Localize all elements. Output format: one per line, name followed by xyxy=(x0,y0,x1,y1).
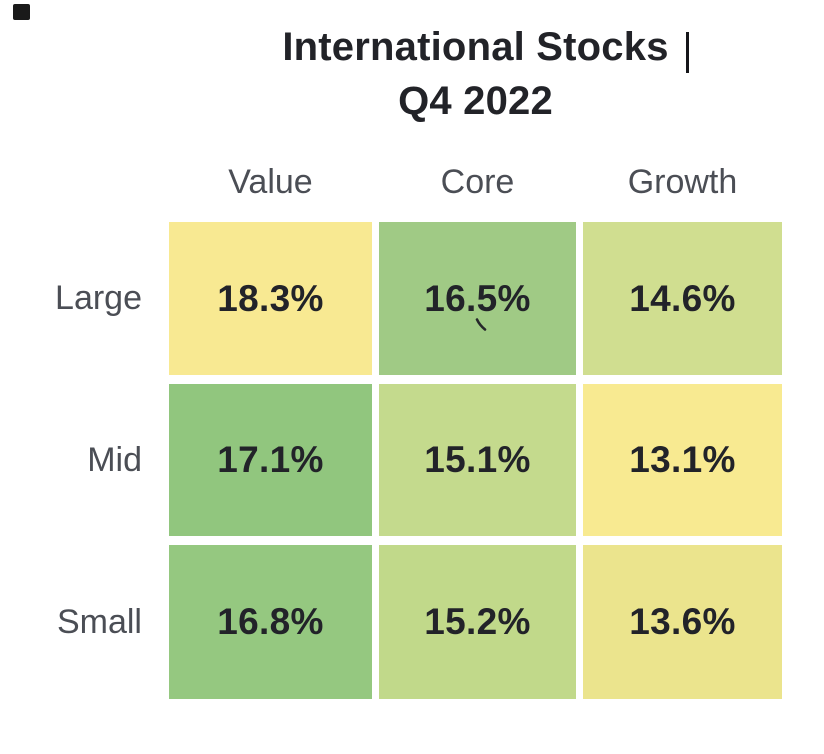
chart-title-line1[interactable]: International Stocks xyxy=(282,25,669,69)
heatmap-cell-small-growth: 13.6% xyxy=(583,545,782,699)
heatmap-grid: 18.3% 16.5% 14.6% 17.1% 15.1% 13.1% 16.8… xyxy=(169,222,782,699)
black-square-marker xyxy=(13,4,30,20)
heatmap-cell-small-core: 15.2% xyxy=(379,545,576,699)
row-label-mid: Mid xyxy=(87,440,142,479)
heatmap-cell-mid-core: 15.1% xyxy=(379,384,576,536)
chart-title[interactable]: International Stocks Q4 2022 xyxy=(169,20,782,128)
row-label-large: Large xyxy=(55,279,142,317)
column-header-value: Value xyxy=(228,162,313,201)
heatmap-cell-mid-growth: 13.1% xyxy=(583,384,782,536)
column-header-growth: Growth xyxy=(627,162,738,201)
text-caret-icon xyxy=(686,32,689,73)
mouse-cursor-artifact-icon xyxy=(475,318,487,331)
heatmap-cell-mid-value: 17.1% xyxy=(169,384,372,536)
row-label-small: Small xyxy=(56,602,142,641)
heatmap-cell-small-value: 16.8% xyxy=(169,545,372,699)
column-headers: Value Core Growth xyxy=(169,160,782,204)
column-header-core: Core xyxy=(440,162,515,201)
heatmap-cell-large-core: 16.5% xyxy=(379,222,576,375)
heatmap-cell-large-value: 18.3% xyxy=(169,222,372,375)
chart-title-line2[interactable]: Q4 2022 xyxy=(398,79,553,123)
heatmap-cell-large-growth: 14.6% xyxy=(583,222,782,375)
row-labels: Large Mid Small xyxy=(0,222,142,699)
